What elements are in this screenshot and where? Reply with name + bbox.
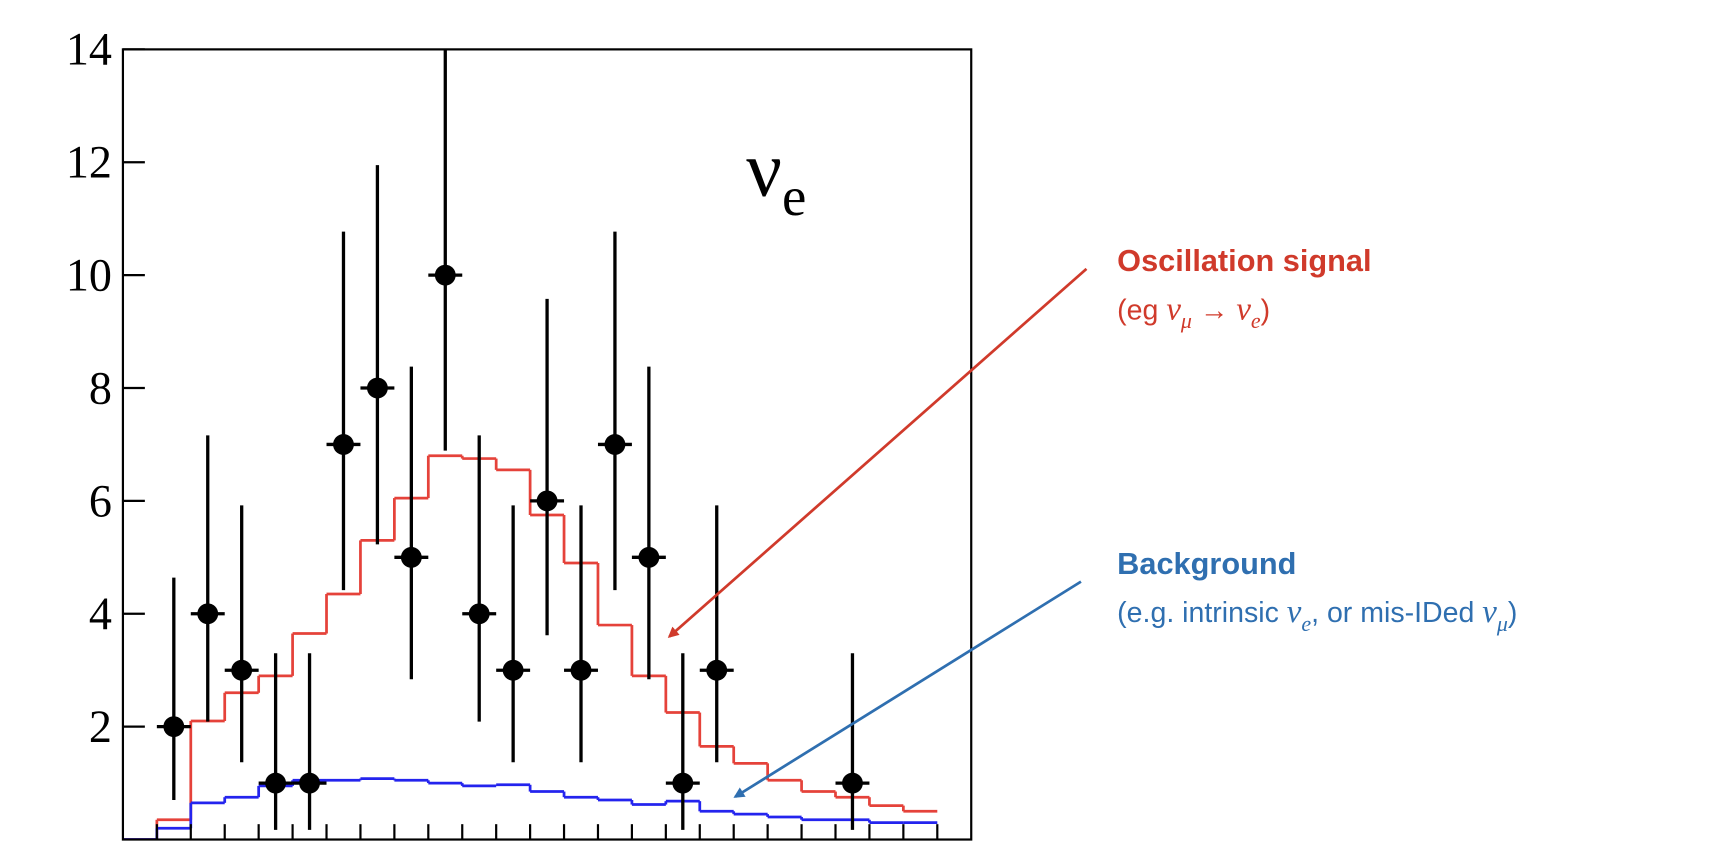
y-tick-label: 6: [89, 475, 112, 526]
subscript: μ: [1496, 611, 1508, 636]
annotation-text: →: [1192, 294, 1236, 326]
y-tick-label: 2: [89, 701, 112, 752]
nu-symbol: ν: [1482, 594, 1497, 630]
subscript: e: [1251, 308, 1261, 333]
annotation-detail: (eg νμ → νe): [1117, 291, 1270, 333]
nu-symbol: ν: [1236, 291, 1251, 327]
subscript: e: [1301, 611, 1311, 636]
y-tick-label: 8: [89, 362, 112, 413]
data-point: [299, 772, 320, 794]
data-point: [231, 659, 253, 681]
nu-symbol: ν: [1287, 594, 1302, 630]
axes: 2 4 6 8 10 12 14: [66, 24, 939, 840]
data-point: [604, 434, 626, 455]
annotation-arrow: [667, 267, 1088, 638]
annotation-text: ): [1261, 294, 1271, 326]
data-point: [570, 659, 592, 681]
annotation-detail: (e.g. intrinsic νe, or mis-IDed νμ): [1117, 594, 1517, 636]
annotation-text: (eg: [1117, 294, 1166, 326]
y-tick-label: 12: [66, 137, 112, 188]
y-tick-label: 4: [89, 588, 112, 639]
data-point: [638, 546, 660, 568]
plot-label-symbol: ν: [746, 126, 782, 213]
data-point: [536, 490, 558, 512]
data-point: [163, 716, 185, 738]
data-point: [366, 377, 388, 399]
data-point: [842, 772, 863, 794]
annotation-title: Background: [1117, 546, 1296, 581]
data-point: [434, 264, 456, 286]
annotation-arrow: [733, 580, 1082, 798]
annotation-text: , or mis-IDed: [1311, 597, 1482, 629]
y-tick-label: 14: [66, 24, 112, 75]
y-tick-label: 10: [66, 250, 112, 301]
data-point: [400, 546, 422, 568]
data-point: [468, 603, 490, 625]
annotation-text: (e.g. intrinsic: [1117, 597, 1287, 629]
data-point: [672, 772, 694, 794]
annotation-text: ): [1508, 597, 1517, 629]
data-point: [265, 772, 287, 794]
data-point: [197, 603, 219, 625]
plot-label: νe: [746, 126, 806, 227]
data-point: [706, 659, 728, 681]
annotation-title: Oscillation signal: [1117, 243, 1371, 278]
subscript: μ: [1180, 308, 1192, 333]
plot-label-subscript: e: [782, 166, 806, 227]
annotations: Oscillation signal(eg νμ → νe)Background…: [1117, 243, 1517, 636]
plot-area: [122, 49, 938, 840]
data-point: [502, 659, 524, 681]
plot-frame: [121, 48, 973, 841]
data-point: [333, 434, 354, 455]
nu-symbol: ν: [1166, 291, 1181, 327]
